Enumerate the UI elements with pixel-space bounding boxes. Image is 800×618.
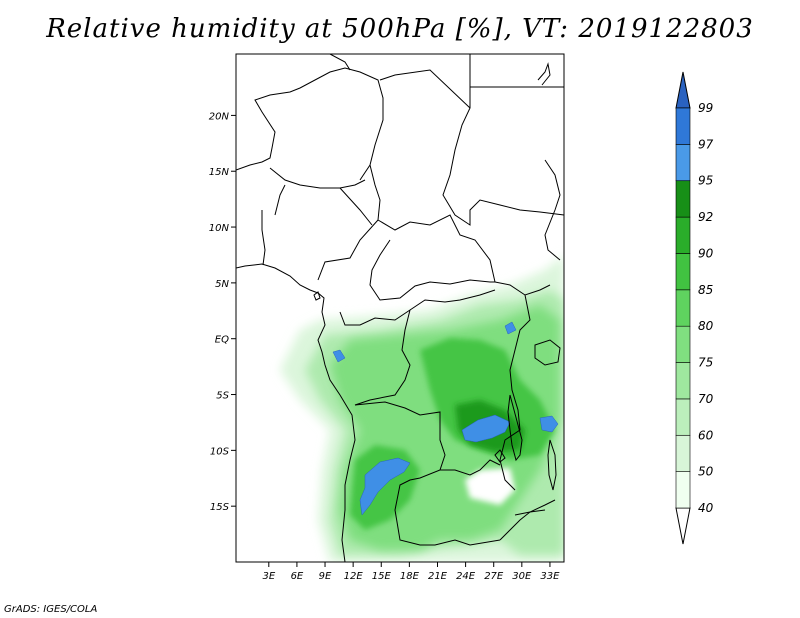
lon-tick-label: 21E — [428, 571, 448, 582]
colorbar-swatch — [675, 144, 691, 182]
lat-tick-label: 5N — [215, 279, 229, 290]
lake-tanganyika — [507, 394, 523, 462]
border-zambia — [440, 459, 556, 541]
rh-95-region-gabon — [332, 349, 346, 363]
lake-kariba — [514, 509, 546, 516]
lake-malawi — [547, 439, 557, 491]
colorbar-label: 75 — [698, 356, 713, 370]
red-sea-coast — [537, 62, 551, 86]
lon-tick-label: 3E — [262, 571, 275, 582]
lon-tick-label: 15E — [372, 571, 392, 582]
lon-tick-label: 27E — [484, 571, 504, 582]
coastline — [236, 263, 356, 562]
colorbar-label: 40 — [698, 501, 714, 515]
border-nigeria — [261, 167, 373, 266]
colorbar-label: 90 — [698, 246, 714, 260]
lon-tick-label: 12E — [344, 571, 364, 582]
rh-95-region-angola — [359, 457, 411, 516]
colorbar-label: 99 — [698, 101, 713, 115]
dry-patch — [465, 468, 515, 505]
lat-tick-label: EQ — [215, 335, 229, 346]
colorbar-label: 92 — [698, 210, 713, 224]
credit-text: GrADS: IGES/COLA — [4, 604, 98, 615]
colorbar-below-arrow — [675, 507, 691, 545]
rh-95-region-congo — [461, 414, 511, 443]
colorbar-swatch — [675, 398, 691, 436]
map-title: Relative humidity at 500hPa [%], VT: 201… — [46, 14, 754, 44]
colorbar-swatch — [675, 180, 691, 218]
border-drc-east — [499, 294, 531, 491]
lon-tick-label: 30E — [512, 571, 532, 582]
lon-tick-label: 9E — [319, 571, 332, 582]
humidity-field — [280, 255, 564, 562]
colorbar-label: 85 — [698, 283, 713, 297]
colorbar-label: 60 — [698, 428, 714, 442]
lon-tick-label: 24E — [456, 571, 476, 582]
lake-victoria — [534, 339, 561, 366]
colorbar-swatch — [675, 216, 691, 254]
border-drc-north — [354, 309, 411, 406]
border-angola — [354, 401, 501, 546]
bioko-island — [313, 291, 321, 301]
colorbar-label: 95 — [698, 174, 713, 188]
border-north — [329, 54, 564, 226]
colorbar: 40 50 60 70 75 80 85 90 92 95 97 99 — [675, 71, 714, 545]
latitude-axis: 20N 15N 10N 5N EQ 5S 10S 15S — [209, 111, 236, 513]
longitude-axis: 3E 6E 9E 12E 15E 18E 21E 24E 27E 30E 33E — [262, 562, 560, 582]
colorbar-above-arrow — [675, 71, 691, 109]
colorbar-swatch — [675, 362, 691, 400]
colorbar-swatch — [675, 434, 691, 472]
rh-95-region-ne — [504, 321, 517, 335]
colorbar-label: 80 — [698, 319, 714, 333]
border-chad — [317, 164, 496, 301]
colorbar-swatch — [675, 253, 691, 291]
plot-frame — [235, 53, 565, 563]
colorbar-swatch — [675, 325, 691, 363]
lat-tick-label: 15N — [209, 167, 230, 178]
rh-95-region-east — [539, 415, 559, 433]
lat-tick-label: 10S — [210, 446, 230, 457]
colorbar-label: 97 — [698, 137, 714, 151]
lake-mweru — [494, 449, 506, 463]
colorbar-swatch — [675, 471, 691, 509]
country-borders — [236, 54, 564, 562]
border-egypt — [469, 54, 564, 108]
colorbar-swatch — [675, 289, 691, 327]
lon-tick-label: 6E — [291, 571, 304, 582]
lat-tick-label: 15S — [210, 502, 230, 513]
lat-tick-label: 20N — [209, 111, 230, 122]
colorbar-swatch — [675, 107, 691, 145]
colorbar-label: 50 — [698, 465, 714, 479]
lon-tick-label: 33E — [540, 571, 560, 582]
border-sahel — [236, 67, 384, 181]
lon-tick-label: 18E — [400, 571, 420, 582]
lat-tick-label: 5S — [216, 391, 229, 402]
colorbar-label: 70 — [698, 392, 714, 406]
lat-tick-label: 10N — [209, 223, 230, 234]
